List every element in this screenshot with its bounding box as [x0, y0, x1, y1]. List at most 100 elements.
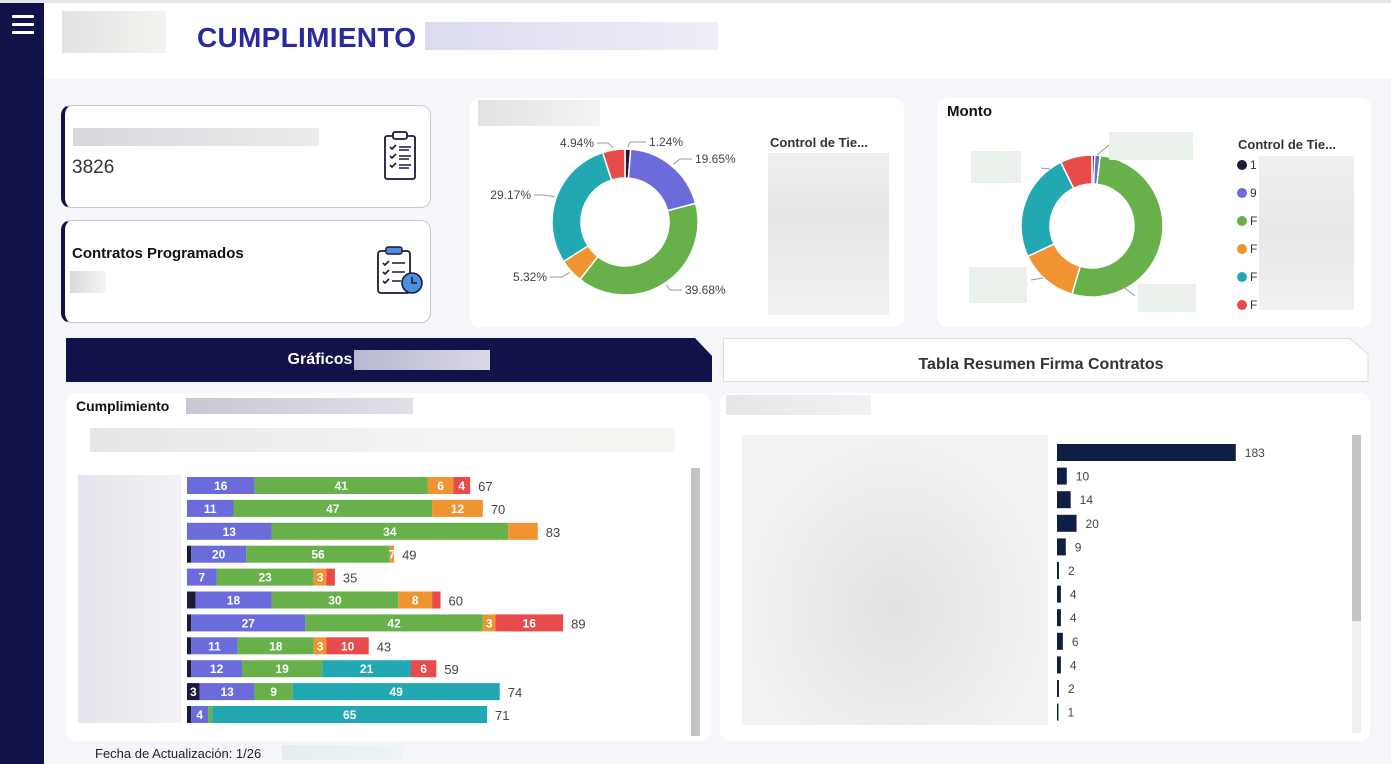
- kpi-title: Contratos Programados: [72, 245, 244, 262]
- bar-segment[interactable]: [271, 591, 399, 609]
- donut-slice[interactable]: [578, 202, 699, 296]
- bar-segment[interactable]: [191, 545, 247, 563]
- bar-segment[interactable]: [389, 545, 395, 563]
- bar-segment[interactable]: [508, 522, 538, 540]
- bar-segment[interactable]: [187, 683, 200, 701]
- bar[interactable]: [1057, 444, 1236, 461]
- legend-marker: [1237, 244, 1247, 254]
- bar-segment[interactable]: [254, 477, 428, 494]
- legend-redacted: [90, 428, 675, 452]
- bar-segment[interactable]: [187, 499, 234, 517]
- segment-label: 11: [204, 502, 217, 516]
- legend-label: F: [1250, 270, 1257, 284]
- scrollbar-track[interactable]: [691, 468, 700, 736]
- bar-segment[interactable]: [495, 614, 564, 632]
- donut-slice[interactable]: [1059, 154, 1093, 190]
- bar-segment[interactable]: [199, 683, 255, 701]
- bar-segment[interactable]: [187, 545, 192, 563]
- legend-title: Control de Tie...: [770, 135, 868, 150]
- bar-segment[interactable]: [187, 614, 192, 632]
- donut-slice[interactable]: [627, 148, 697, 212]
- legend-marker: [1237, 216, 1247, 226]
- bar-segment[interactable]: [432, 499, 483, 517]
- bar-segment[interactable]: [187, 568, 217, 586]
- slice-leader-line: [672, 158, 692, 165]
- donut-slice[interactable]: [551, 151, 613, 263]
- bar-segment[interactable]: [398, 591, 433, 609]
- bar[interactable]: [1057, 585, 1061, 603]
- bar-segment[interactable]: [191, 637, 238, 655]
- bar-segment[interactable]: [482, 614, 496, 632]
- bar-segment[interactable]: [187, 660, 192, 678]
- bar-segment[interactable]: [322, 660, 411, 678]
- bar[interactable]: [1057, 609, 1061, 627]
- bar-value-label: 2: [1068, 682, 1075, 696]
- bar-total-label: 43: [377, 639, 391, 654]
- bar[interactable]: [1057, 514, 1077, 532]
- bar-segment[interactable]: [326, 568, 335, 586]
- bar-segment[interactable]: [313, 637, 327, 655]
- bar-segment[interactable]: [326, 637, 369, 655]
- slice-label: 39.68%: [685, 283, 726, 297]
- bar[interactable]: [1057, 680, 1059, 697]
- bar-segment[interactable]: [195, 591, 272, 609]
- tab-tabla-resumen[interactable]: Tabla Resumen Firma Contratos: [918, 356, 1164, 373]
- donut-chart-monto: [969, 132, 1196, 312]
- donut-slice[interactable]: [1071, 154, 1164, 298]
- scrollbar-thumb[interactable]: [691, 468, 700, 736]
- bar-segment[interactable]: [410, 660, 437, 678]
- bar-total-label: 67: [478, 479, 492, 494]
- bar-segment[interactable]: [292, 683, 500, 701]
- segment-label: 3: [317, 639, 324, 653]
- bar[interactable]: [1057, 491, 1071, 509]
- bar[interactable]: [1057, 656, 1061, 674]
- bar-segment[interactable]: [453, 477, 471, 494]
- update-date-redacted: [282, 745, 403, 760]
- bar-segment[interactable]: [187, 522, 272, 540]
- slice-leader-line: [1030, 277, 1044, 281]
- clipboard-icon: [384, 131, 416, 180]
- bar-segment[interactable]: [187, 637, 192, 655]
- bar-segment[interactable]: [187, 477, 255, 494]
- legend-redacted: [768, 153, 889, 315]
- segment-label: 16: [214, 479, 228, 493]
- bar-segment[interactable]: [427, 477, 454, 494]
- bar-segment[interactable]: [191, 660, 242, 678]
- slice-leader-line: [550, 272, 570, 278]
- bar-segment[interactable]: [216, 568, 314, 586]
- tab-graficos[interactable]: Gráficos: [66, 338, 712, 382]
- bar[interactable]: [1057, 562, 1059, 579]
- scrollbar-track[interactable]: [1352, 435, 1361, 733]
- page-title-redacted: [425, 22, 718, 50]
- bar-segment[interactable]: [313, 568, 327, 586]
- bar-segment[interactable]: [191, 706, 209, 723]
- bar-segment[interactable]: [187, 706, 192, 723]
- bar[interactable]: [1057, 538, 1066, 556]
- bar-segment[interactable]: [241, 660, 323, 678]
- tab-shape: [723, 338, 1369, 382]
- bar-segment[interactable]: [191, 614, 306, 632]
- bar-value-label: 6: [1072, 635, 1079, 649]
- bar-segment[interactable]: [212, 706, 488, 723]
- bar-segment[interactable]: [246, 545, 390, 563]
- donut-slice[interactable]: [601, 148, 626, 182]
- chart-title-redacted: [186, 398, 413, 414]
- legend-redacted: [1259, 156, 1354, 310]
- bar-segment[interactable]: [432, 591, 441, 609]
- bar-segment[interactable]: [305, 614, 483, 632]
- bar-segment[interactable]: [271, 522, 509, 540]
- bar-segment[interactable]: [254, 683, 293, 701]
- donut-slice[interactable]: [1020, 161, 1075, 258]
- page-header: CUMPLIMIENTO: [44, 3, 1391, 79]
- scrollbar-thumb[interactable]: [1352, 435, 1361, 621]
- bar-value-label: 183: [1245, 446, 1265, 460]
- bar[interactable]: [1057, 703, 1059, 721]
- bar-segment[interactable]: [237, 637, 314, 655]
- menu-icon[interactable]: [12, 15, 34, 35]
- bar[interactable]: [1057, 632, 1063, 650]
- segment-label: 20: [212, 548, 226, 562]
- bar-segment[interactable]: [233, 499, 433, 517]
- bar[interactable]: [1057, 467, 1067, 485]
- bar-segment[interactable]: [208, 706, 213, 723]
- bar-segment[interactable]: [187, 591, 196, 609]
